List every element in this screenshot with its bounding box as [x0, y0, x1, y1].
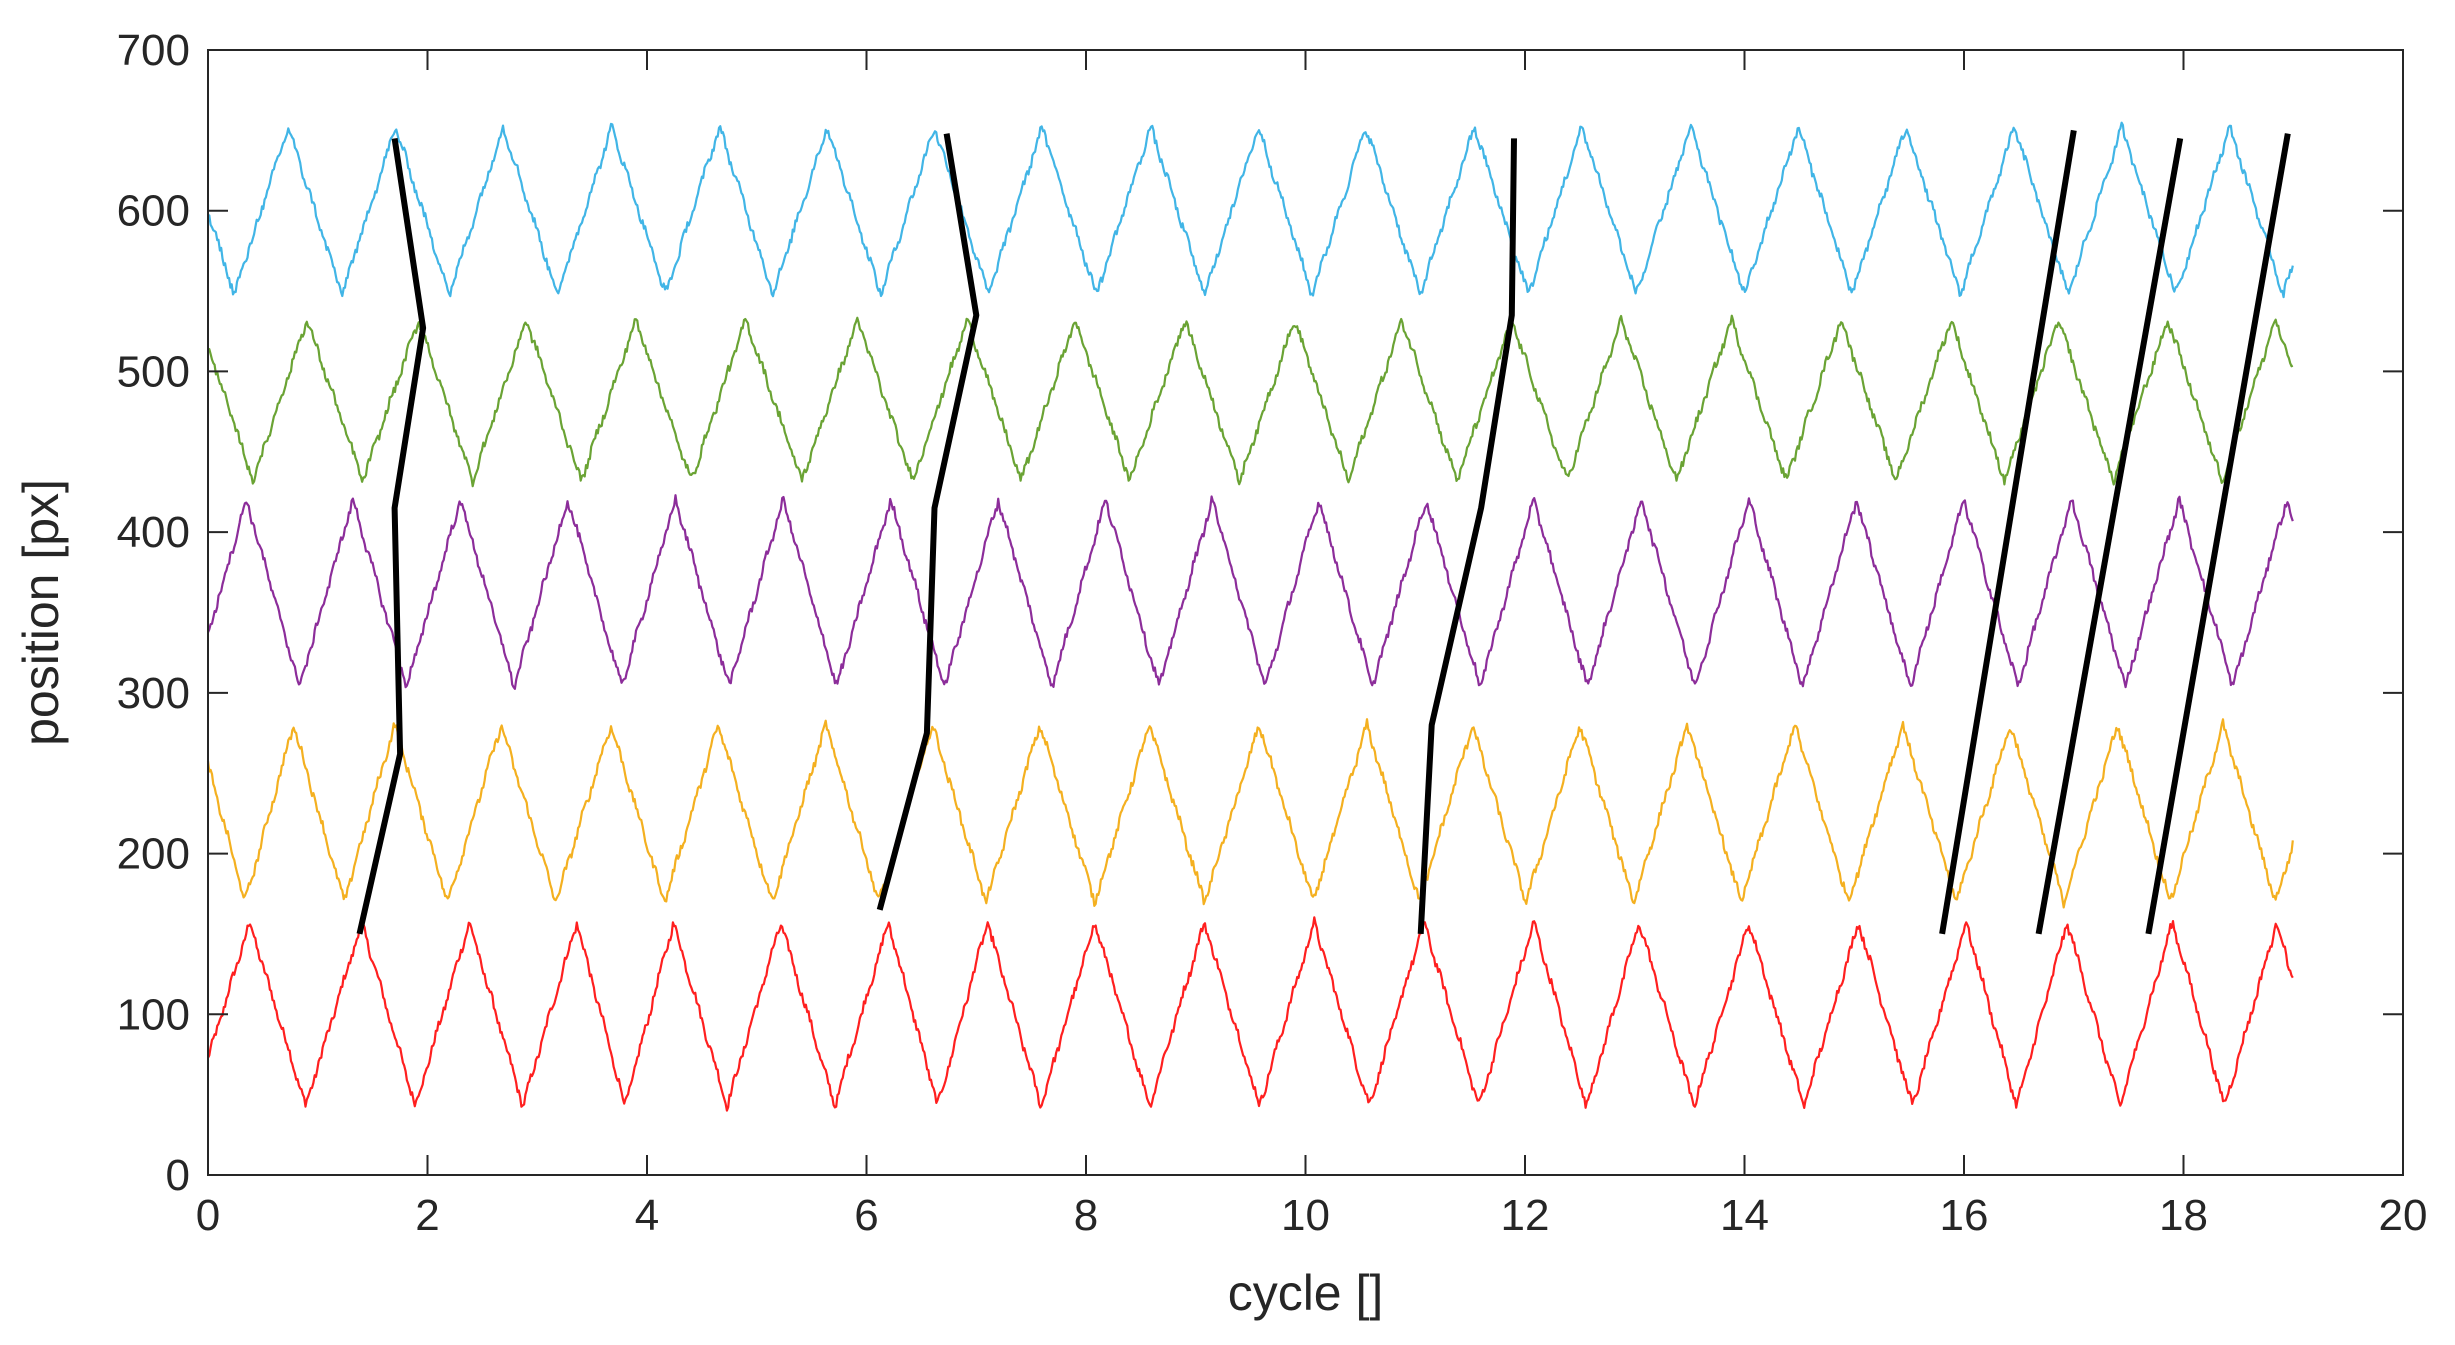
series-line-3: [206, 494, 2294, 690]
x-tick-label: 0: [196, 1191, 220, 1240]
track-line-3: [1417, 138, 1517, 935]
x-tick-label: 16: [1940, 1191, 1989, 1240]
x-tick-label: 12: [1501, 1191, 1550, 1240]
track-line-1: [356, 137, 427, 935]
y-tick-label: 0: [166, 1151, 190, 1200]
x-tick-label: 10: [1281, 1191, 1330, 1240]
y-tick-label: 600: [117, 187, 190, 236]
x-tick-label: 6: [854, 1191, 878, 1240]
y-tick-label: 300: [117, 669, 190, 718]
y-tick-label: 400: [117, 508, 190, 557]
track-line-6: [2145, 133, 2291, 935]
plot-area: [208, 50, 2403, 1175]
y-tick-label: 200: [117, 830, 190, 879]
x-tick-label: 2: [415, 1191, 439, 1240]
series-line-2: [206, 718, 2294, 909]
series-line-5: [207, 121, 2294, 299]
x-tick-label: 20: [2379, 1191, 2428, 1240]
x-axis-label: cycle []: [1228, 1265, 1384, 1321]
y-tick-label: 100: [117, 990, 190, 1039]
x-tick-label: 4: [635, 1191, 659, 1240]
y-axis-label: position [px]: [13, 479, 69, 746]
x-tick-label: 18: [2159, 1191, 2208, 1240]
series-line-1: [207, 916, 2294, 1112]
x-tick-label: 8: [1074, 1191, 1098, 1240]
y-tick-label: 700: [117, 26, 190, 75]
track-line-4: [1939, 129, 2077, 935]
x-tick-label: 14: [1720, 1191, 1769, 1240]
y-tick-label: 500: [117, 347, 190, 396]
series-line-4: [207, 314, 2294, 488]
track-line-5: [2035, 137, 2184, 935]
track-line-2: [876, 133, 980, 911]
